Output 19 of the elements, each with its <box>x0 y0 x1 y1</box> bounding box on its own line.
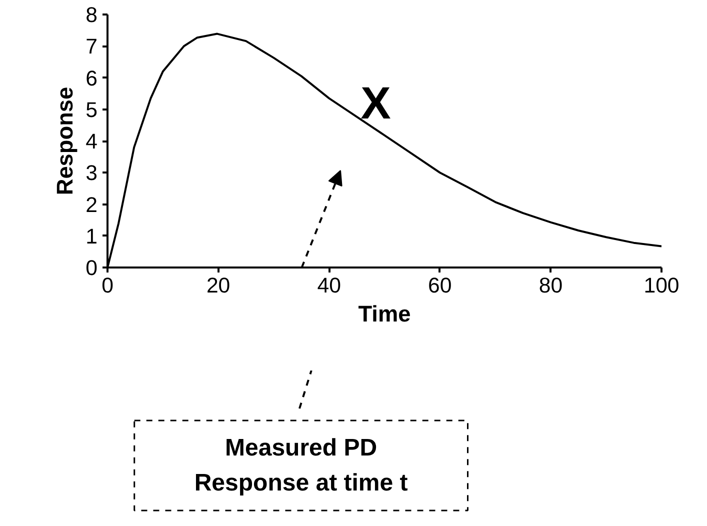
y-tick-label: 7 <box>86 34 98 59</box>
x-tick-label: 0 <box>102 274 114 298</box>
x-tick-label: 20 <box>206 274 230 298</box>
x-axis-title: Time <box>358 300 411 326</box>
y-tick-label: 6 <box>86 66 98 90</box>
y-tick-label: 8 <box>86 3 98 27</box>
annotation: X <box>360 77 391 128</box>
y-tick-label: 5 <box>86 98 98 122</box>
y-axis-title: Response <box>52 86 78 196</box>
y-tick-label: 0 <box>86 256 98 280</box>
y-tick-label: 4 <box>86 130 98 154</box>
text: Measured PD Response at time t <box>194 434 408 497</box>
x-tick-label: 80 <box>538 274 563 298</box>
y-tick-label: 1 <box>86 224 98 248</box>
y-tick-label: 3 <box>86 161 98 186</box>
x-tick-label: 100 <box>644 274 680 298</box>
x-tick-label: 40 <box>317 274 342 298</box>
x-tick-label: 60 <box>428 274 452 298</box>
y-tick-label: 2 <box>86 192 98 217</box>
